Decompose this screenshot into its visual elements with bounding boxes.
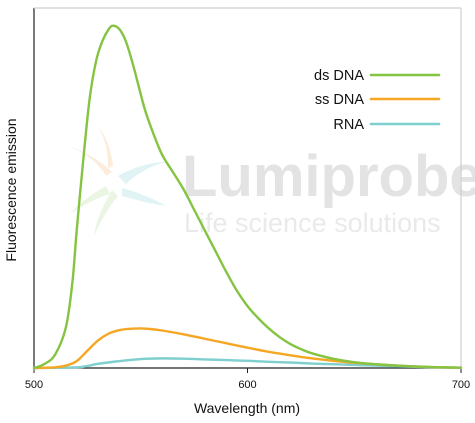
legend: ds DNA ss DNA RNA [314,68,441,133]
x-tick-label-500: 500 [25,379,43,391]
series-line-ss-dna [32,327,463,370]
x-ticks: 500 600 700 [25,368,470,391]
watermark-tagline: Life science solutions [184,208,441,238]
axes [33,7,462,369]
x-tick-label-700: 700 [452,379,470,391]
lumiprobe-watermark: Lumiprobe Life science solutions [68,126,475,238]
x-tick-label-600: 600 [238,379,256,391]
lumiprobe-logo-icon [68,126,166,236]
legend-label-ss-dna: ss DNA [315,92,364,108]
y-axis-label: Fluorescence emission [3,118,19,261]
series-line-ds-dna [32,24,463,370]
watermark-brand: Lumiprobe [182,144,475,209]
legend-label-rna: RNA [333,117,364,133]
legend-label-ds-dna: ds DNA [314,68,364,84]
series-lines [32,24,463,370]
x-axis-label: Wavelength (nm) [194,400,300,416]
